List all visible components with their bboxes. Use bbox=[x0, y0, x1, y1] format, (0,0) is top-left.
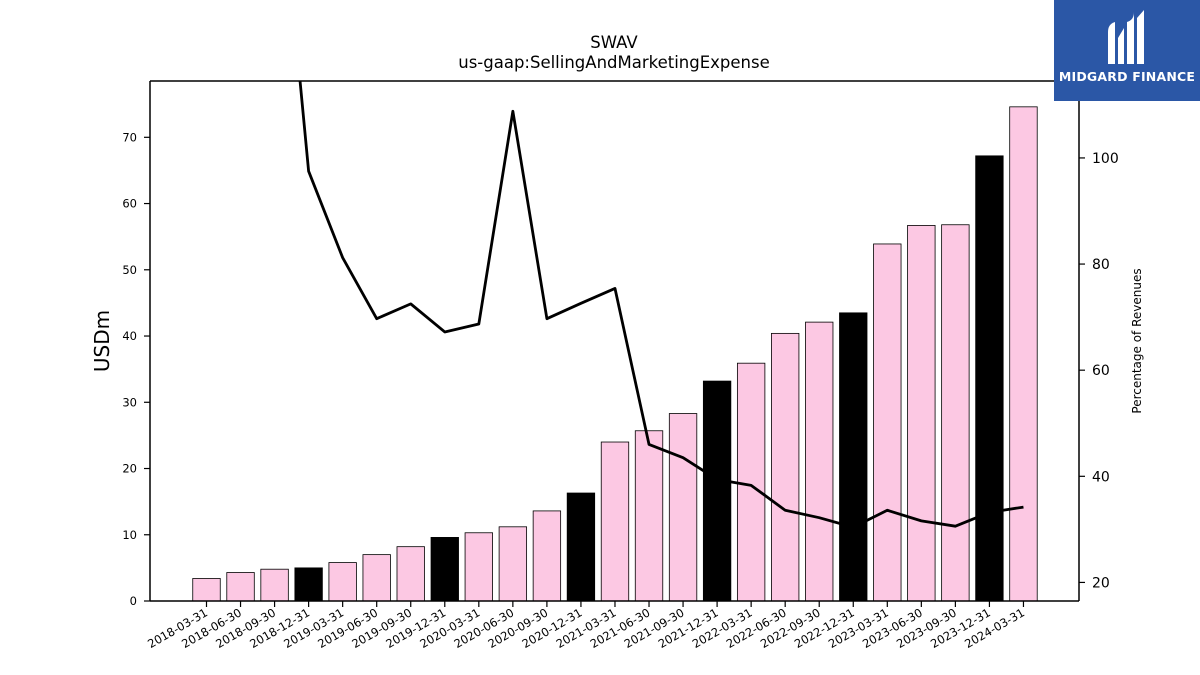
y2-tick-label: 20 bbox=[1092, 575, 1110, 591]
bar bbox=[192, 578, 221, 602]
bar bbox=[634, 430, 664, 602]
bar bbox=[702, 380, 732, 602]
bar bbox=[226, 572, 255, 602]
y2-tick-label: 40 bbox=[1092, 469, 1110, 485]
bar bbox=[532, 510, 562, 602]
y2-tick-label: 100 bbox=[1092, 151, 1119, 167]
bar-series bbox=[192, 106, 1038, 602]
y-tick-label: 10 bbox=[122, 528, 137, 542]
bar bbox=[839, 312, 868, 602]
y-tick-label: 20 bbox=[122, 462, 137, 476]
y-tick-label: 30 bbox=[122, 395, 137, 409]
bar bbox=[328, 562, 357, 602]
y-axis-label: USDm bbox=[90, 310, 114, 372]
y-tick-label: 0 bbox=[130, 594, 137, 608]
bar bbox=[396, 546, 425, 602]
ratio-line bbox=[298, 81, 1024, 529]
chart-subtitle: us-gaap:SellingAndMarketingExpense bbox=[458, 53, 770, 72]
chart-title: SWAV bbox=[590, 33, 638, 52]
y2-axis-label: Percentage of Revenues bbox=[1130, 268, 1144, 413]
bar bbox=[771, 332, 800, 602]
midgard-logo-icon bbox=[1108, 10, 1144, 64]
bar bbox=[941, 224, 970, 602]
bar bbox=[464, 532, 493, 602]
y2-tick-label: 60 bbox=[1092, 363, 1110, 379]
bar bbox=[736, 362, 766, 602]
y2-tick-label: 80 bbox=[1092, 257, 1110, 273]
brand-logo: MIDGARD FINANCE bbox=[1054, 0, 1200, 101]
bar bbox=[668, 413, 698, 602]
bar bbox=[362, 554, 391, 602]
bar bbox=[566, 492, 596, 602]
brand-name: MIDGARD FINANCE bbox=[1058, 69, 1196, 84]
bar bbox=[873, 243, 902, 602]
y-tick-label: 60 bbox=[122, 197, 137, 211]
y-tick-label: 40 bbox=[122, 329, 137, 343]
bar bbox=[498, 526, 528, 602]
bar bbox=[805, 321, 834, 602]
bar bbox=[600, 441, 630, 602]
bar bbox=[975, 155, 1004, 602]
y-tick-label: 70 bbox=[122, 130, 137, 144]
bar bbox=[430, 537, 459, 602]
bar bbox=[260, 568, 289, 602]
y-tick-label: 50 bbox=[122, 263, 137, 277]
bar bbox=[1009, 106, 1038, 602]
line-series bbox=[298, 81, 1024, 529]
bar bbox=[907, 225, 936, 602]
bar bbox=[294, 567, 323, 602]
